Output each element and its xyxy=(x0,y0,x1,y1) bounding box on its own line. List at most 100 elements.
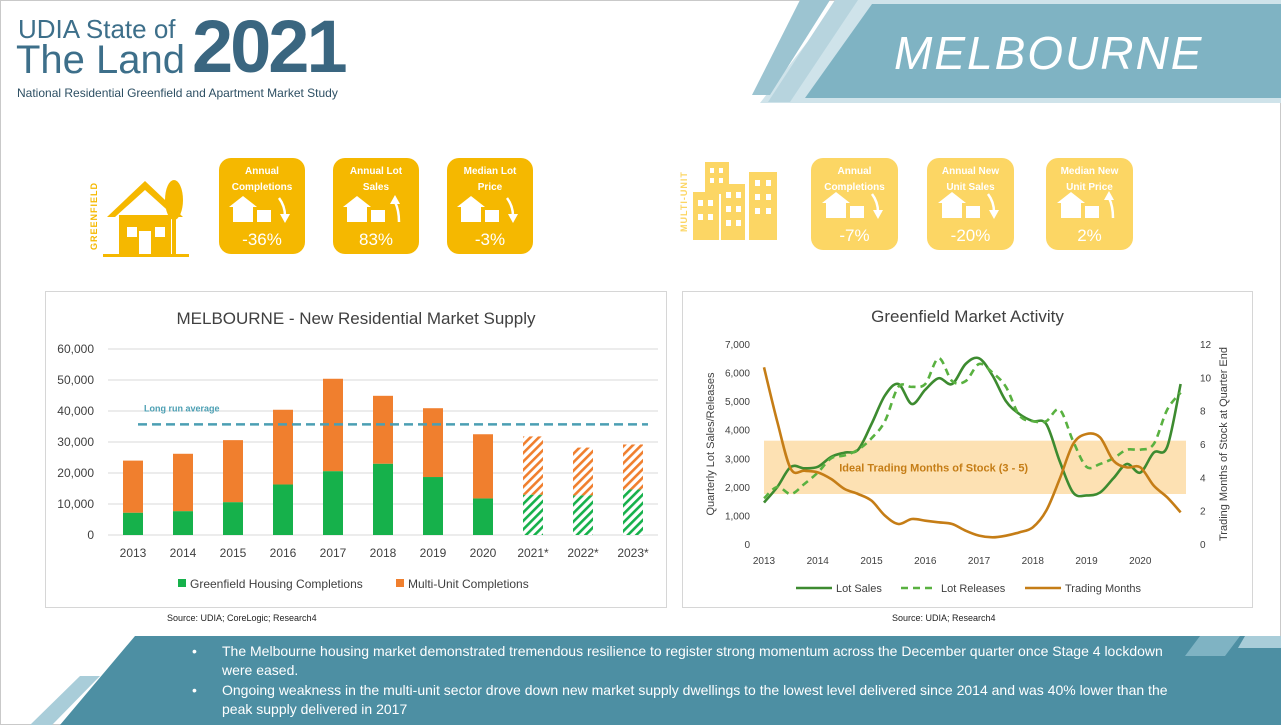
footer-bullet-1: • The Melbourne housing market demonstra… xyxy=(192,642,1182,680)
x-tick-label: 2020 xyxy=(1129,556,1152,567)
y-tick-label: 0 xyxy=(87,528,94,542)
stat-trend-icon xyxy=(1056,191,1114,219)
y-tick-label: 50,000 xyxy=(57,373,94,387)
legend-label: Multi-Unit Completions xyxy=(408,577,529,591)
greenfield-bar xyxy=(173,511,193,535)
y-tick-label: 20,000 xyxy=(57,466,94,480)
x-tick-label: 2013 xyxy=(120,546,147,560)
brand-line-2: The Land xyxy=(16,38,186,82)
legend-label: Greenfield Housing Completions xyxy=(190,577,363,591)
activity-chart-title: Greenfield Market Activity xyxy=(871,307,1064,326)
brand-year: 2021 xyxy=(192,5,348,88)
y-tick-label: 30,000 xyxy=(57,435,94,449)
y2-tick-label: 4 xyxy=(1200,473,1206,484)
x-tick-label: 2016 xyxy=(914,556,937,567)
x-tick-label: 2017 xyxy=(320,546,347,560)
y2-tick-label: 0 xyxy=(1200,540,1206,551)
x-tick-label: 2022* xyxy=(567,546,599,560)
y-tick-label: 60,000 xyxy=(57,342,94,356)
bullet-dot: • xyxy=(192,643,197,659)
bullet-text: The Melbourne housing market demonstrate… xyxy=(222,643,1163,678)
ideal-stock-band xyxy=(764,440,1186,494)
multiunit-bar xyxy=(223,440,243,503)
multiunit-bar xyxy=(373,395,393,464)
greenfield-bar xyxy=(323,471,343,535)
activity-chart-source: Source: UDIA; Research4 xyxy=(892,613,996,623)
footer-banner xyxy=(30,636,1281,725)
stat-label: Annual Lot Sales xyxy=(349,166,403,193)
greenfield-bar xyxy=(523,494,543,535)
x-tick-label: 2018 xyxy=(1022,556,1045,567)
y2-tick-label: 2 xyxy=(1200,507,1206,518)
multiunit-bar xyxy=(323,378,343,472)
activity-chart: Ideal Trading Months of Stock (3 - 5) 0 1,… xyxy=(705,340,1230,595)
multiunit-stat-2: Annual New Unit Sales -20% xyxy=(927,158,1014,250)
x-tick-label: 2017 xyxy=(968,556,991,567)
x-tick-label: 2019 xyxy=(1075,556,1098,567)
x-tick-label: 2015 xyxy=(860,556,883,567)
multiunit-bar xyxy=(123,460,143,513)
y-tick-label: 10,000 xyxy=(57,497,94,511)
multiunit-bar xyxy=(273,409,293,485)
x-tick-label: 2013 xyxy=(753,556,776,567)
footer-bullets: • The Melbourne housing market demonstra… xyxy=(192,642,1182,720)
y-tick-label: 2,000 xyxy=(725,483,750,494)
multiunit-stat-3: Median New Unit Price 2% xyxy=(1046,158,1133,250)
multiunit-label: MULTI-UNIT xyxy=(679,171,689,232)
greenfield-bar xyxy=(623,489,643,535)
stat-value: -3% xyxy=(474,230,506,249)
multiunit-bar xyxy=(423,408,443,478)
greenfield-stat-2: Annual Lot Sales 83% xyxy=(333,158,419,254)
y-tick-label: 5,000 xyxy=(725,397,750,408)
footer-bullet-2: • Ongoing weakness in the multi-unit sec… xyxy=(192,681,1182,719)
stat-value: 2% xyxy=(1077,226,1102,245)
study-subtitle: National Residential Greenfield and Apar… xyxy=(17,86,338,100)
ideal-stock-band-label: Ideal Trading Months of Stock (3 - 5) xyxy=(839,462,1028,474)
trading-months-line xyxy=(762,367,1182,539)
stat-trend-icon xyxy=(457,196,518,223)
stat-value: -7% xyxy=(839,226,870,245)
stat-label: Median Lot Price xyxy=(463,166,517,193)
x-tick-label: 2019 xyxy=(420,546,447,560)
x-tick-label: 2018 xyxy=(370,546,397,560)
greenfield-bar xyxy=(373,463,393,535)
stat-label: Median New Unit Price xyxy=(1060,166,1119,193)
greenfield-bar xyxy=(273,484,293,535)
legend-swatch xyxy=(396,579,404,587)
activity-chart-panel: Greenfield Market Activity Ideal Trading… xyxy=(682,291,1253,608)
greenfield-bar xyxy=(423,477,443,535)
multiunit-bar xyxy=(473,434,493,499)
x-tick-label: 2020 xyxy=(470,546,497,560)
buildings-icon xyxy=(693,162,777,240)
y2-tick-label: 12 xyxy=(1200,340,1212,351)
multiunit-bar xyxy=(523,436,543,495)
greenfield-bar xyxy=(123,512,143,535)
x-tick-label: 2016 xyxy=(270,546,297,560)
y2-tick-label: 8 xyxy=(1200,407,1206,418)
legend-label: Trading Months xyxy=(1065,583,1142,595)
greenfield-bar xyxy=(573,495,593,535)
city-title: MELBOURNE xyxy=(894,27,1204,79)
x-tick-label: 2023* xyxy=(617,546,649,560)
multiunit-bar xyxy=(573,447,593,496)
y2-axis-title: Trading Months of Stock at Quarter End xyxy=(1218,347,1230,541)
stat-value: -20% xyxy=(950,226,991,245)
x-tick-label: 2015 xyxy=(220,546,247,560)
stat-value: -36% xyxy=(242,230,282,249)
long-run-average-label: Long run average xyxy=(144,403,220,413)
greenfield-bar xyxy=(473,498,493,535)
y-tick-label: 6,000 xyxy=(725,369,750,380)
legend-label: Lot Sales xyxy=(836,583,882,595)
y-tick-label: 4,000 xyxy=(725,426,750,437)
stat-trend-icon xyxy=(229,196,290,223)
stat-label: Annual New Unit Sales xyxy=(941,166,1000,193)
supply-chart-panel: MELBOURNE - New Residential Market Suppl… xyxy=(45,291,667,608)
stat-value: 83% xyxy=(358,230,394,249)
stat-label: Annual Completions xyxy=(824,166,885,193)
bullet-text: Ongoing weakness in the multi-unit secto… xyxy=(222,682,1168,717)
y2-tick-label: 6 xyxy=(1200,440,1206,451)
greenfield-bar xyxy=(223,502,243,535)
y-tick-label: 40,000 xyxy=(57,404,94,418)
supply-chart-source: Source: UDIA; CoreLogic; Research4 xyxy=(167,613,317,623)
supply-chart-title: MELBOURNE - New Residential Market Suppl… xyxy=(176,309,536,328)
